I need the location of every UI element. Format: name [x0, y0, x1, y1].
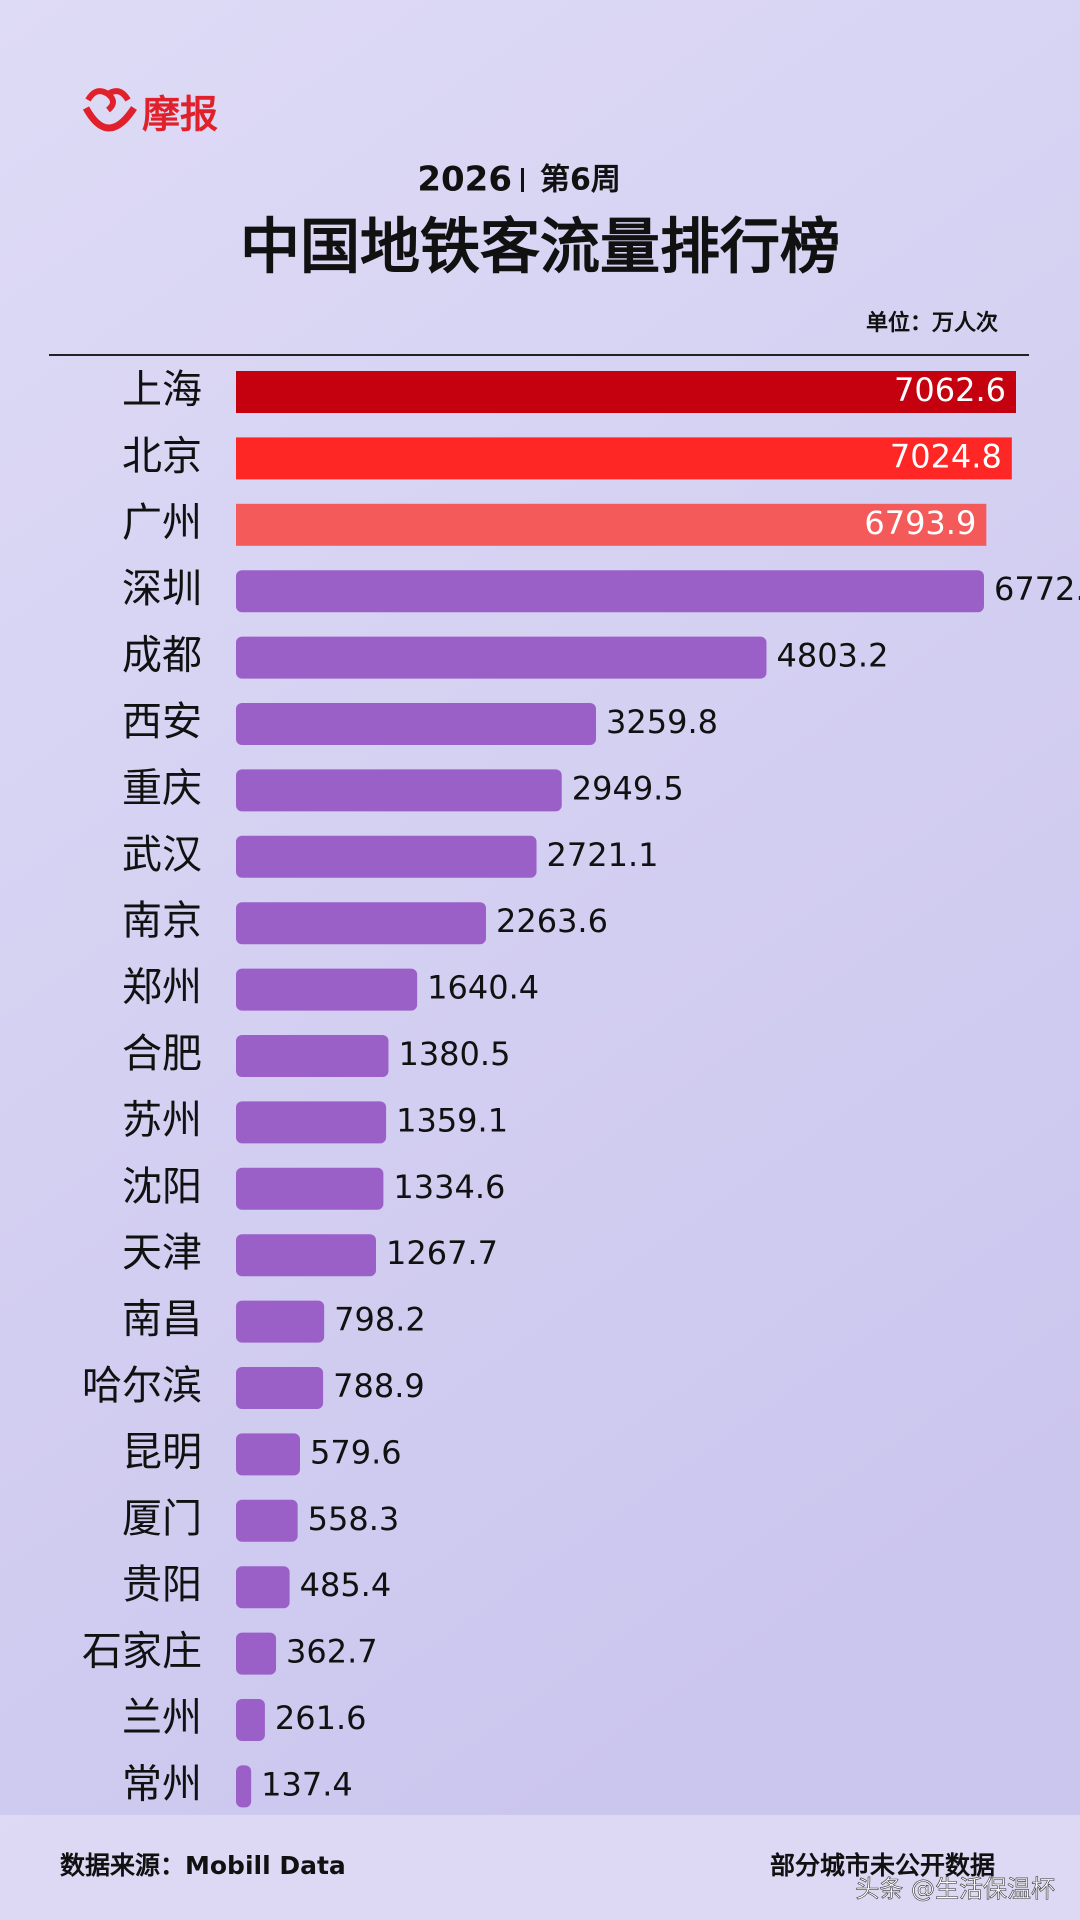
category-label: 广州: [122, 500, 202, 546]
source: 数据来源：Mobill Data: [60, 1851, 346, 1880]
value-label: 6772.6: [994, 570, 1080, 608]
category-label: 兰州: [122, 1695, 202, 1741]
bar: [236, 1632, 277, 1675]
unit: 单位：万人次: [866, 310, 998, 336]
category-label: 上海: [122, 367, 202, 413]
value-label: 788.9: [333, 1367, 425, 1405]
divider: [521, 168, 524, 192]
value-label: 798.2: [334, 1301, 426, 1339]
category-label: 昆明: [122, 1429, 202, 1475]
bar: [236, 1566, 290, 1609]
value-label: 7024.8: [890, 437, 1002, 475]
bar: [236, 437, 1012, 480]
value-label: 579.6: [310, 1433, 402, 1471]
category-label: 石家庄: [82, 1629, 202, 1675]
value-label: 6793.9: [864, 504, 976, 542]
value-label: 3259.8: [606, 703, 718, 741]
value-label: 261.6: [275, 1699, 367, 1737]
bar: [236, 1499, 298, 1542]
category-label: 南京: [122, 898, 202, 944]
value-label: 362.7: [286, 1633, 378, 1671]
category-label: 深圳: [122, 566, 202, 612]
bar: [236, 1367, 324, 1409]
bar: [236, 371, 1016, 413]
value-label: 137.4: [261, 1765, 353, 1803]
category-label: 重庆: [122, 765, 202, 811]
category-label: 武汉: [122, 832, 202, 878]
category-label: 沈阳: [122, 1164, 202, 1210]
bar: [236, 1433, 301, 1476]
bar: [236, 769, 562, 812]
value-label: 2949.5: [572, 769, 684, 807]
category-label: 南昌: [122, 1297, 202, 1343]
value-label: 7062.6: [894, 371, 1006, 409]
category-label: 郑州: [122, 965, 202, 1011]
category-label: 合肥: [122, 1031, 202, 1077]
bars: 上海 7062.6 北京 7024.8 广州 6793.9 深圳 6772.6 成都 4803.2…: [82, 367, 1080, 1808]
bar: [236, 968, 418, 1011]
bar: [236, 703, 597, 745]
bar: [236, 835, 537, 878]
category-label: 北京: [122, 433, 202, 479]
bar: [236, 902, 486, 945]
bar: [236, 1035, 389, 1077]
bar: [236, 1101, 387, 1144]
category-label: 苏州: [122, 1097, 202, 1143]
category-label: 常州: [122, 1761, 202, 1807]
value-label: 1380.5: [398, 1035, 510, 1073]
category-label: 哈尔滨: [82, 1363, 202, 1409]
bar: [236, 636, 767, 679]
bar: [236, 1234, 377, 1277]
watermark: 头条 @生活保温杯: [855, 1875, 1055, 1903]
value-label: 1267.7: [386, 1234, 498, 1272]
category-label: 天津: [122, 1230, 202, 1276]
bar: [236, 570, 984, 613]
category-label: 厦门: [122, 1496, 202, 1542]
bar: [236, 1167, 384, 1210]
bar: [236, 1300, 325, 1343]
bar: [236, 1699, 265, 1741]
note: 部分城市未公开数据: [770, 1851, 995, 1880]
category-label: 贵阳: [122, 1562, 202, 1608]
value-label: 1334.6: [393, 1168, 505, 1206]
brand: 摩报: [142, 93, 218, 137]
footer-band: [0, 1815, 1080, 1920]
value-label: 558.3: [308, 1500, 400, 1538]
bar: [236, 1765, 252, 1808]
category-label: 成都: [122, 633, 202, 679]
value-label: 485.4: [300, 1566, 392, 1604]
value-label: 1640.4: [427, 969, 539, 1007]
year: 2026: [417, 160, 512, 200]
value-label: 2721.1: [547, 836, 659, 874]
chart-title: 中国地铁客流量排行榜: [240, 213, 840, 283]
bar: [236, 503, 987, 546]
value-label: 2263.6: [496, 902, 608, 940]
value-label: 1359.1: [396, 1101, 508, 1139]
week: 第6周: [540, 163, 621, 198]
logo: 摩报: [82, 88, 218, 137]
category-label: 西安: [122, 699, 202, 745]
value-label: 4803.2: [776, 637, 888, 675]
